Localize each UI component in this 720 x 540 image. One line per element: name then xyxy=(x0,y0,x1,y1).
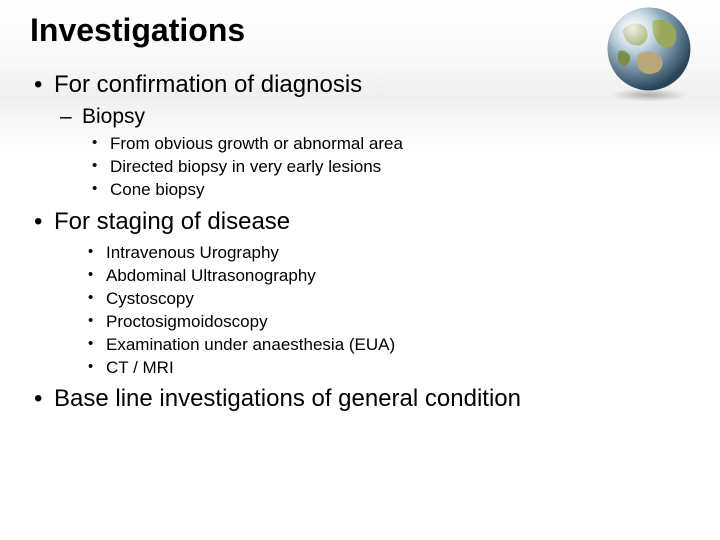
bullet-level3: Cone biopsy xyxy=(82,179,690,202)
bullet-level3: From obvious growth or abnormal area xyxy=(82,133,690,156)
slide-title: Investigations xyxy=(30,12,690,49)
bullet-level1: For staging of disease Intravenous Urogr… xyxy=(30,208,690,380)
sub-sub-list: Intravenous Urography Abdominal Ultrason… xyxy=(54,242,690,380)
bullet-level3: Examination under anaesthesia (EUA) xyxy=(54,334,690,357)
bullet-level3: Abdominal Ultrasonography xyxy=(54,265,690,288)
bullet-text: For confirmation of diagnosis xyxy=(54,71,362,98)
bullet-level3: Directed biopsy in very early lesions xyxy=(82,156,690,179)
bullet-text: Biopsy xyxy=(82,105,145,128)
bullet-level3: Cystoscopy xyxy=(54,288,690,311)
bullet-text: For staging of disease xyxy=(54,208,290,235)
sub-sub-list: From obvious growth or abnormal area Dir… xyxy=(82,133,690,202)
bullet-level3: Proctosigmoidoscopy xyxy=(54,311,690,334)
bullet-level1: For confirmation of diagnosis Biopsy Fro… xyxy=(30,71,690,202)
bullet-level3: CT / MRI xyxy=(54,357,690,380)
bullet-text: Base line investigations of general cond… xyxy=(54,385,521,412)
sub-list: Biopsy From obvious growth or abnormal a… xyxy=(54,105,690,202)
bullet-level3: Intravenous Urography xyxy=(54,242,690,265)
slide-container: Investigations For confirmation of diagn… xyxy=(0,0,720,540)
bullet-list: For confirmation of diagnosis Biopsy Fro… xyxy=(30,71,690,413)
bullet-level2: Biopsy From obvious growth or abnormal a… xyxy=(54,105,690,202)
bullet-level1: Base line investigations of general cond… xyxy=(30,385,690,413)
